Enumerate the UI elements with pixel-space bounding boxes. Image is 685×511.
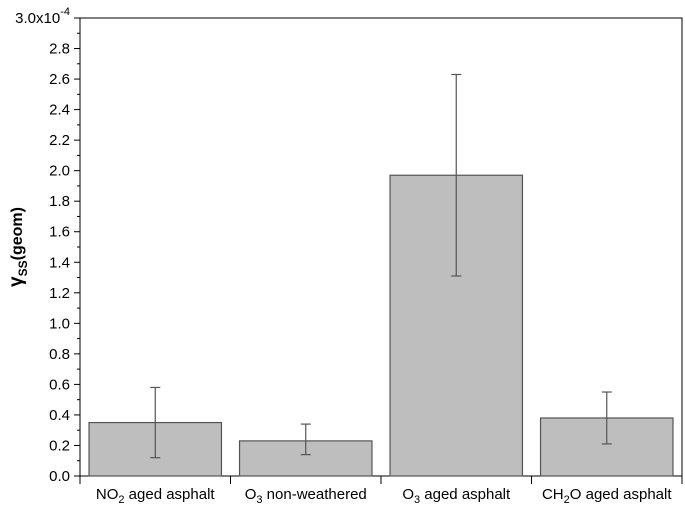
y-label-subscript: SS: [16, 260, 30, 276]
y-axis: 0.0 0.2 0.4 0.6 0.8 1.0 1.2 1.4 1.6 1.8 2.0 2.2 2.4 2…: [15, 6, 80, 485]
x-tick-label-subscript: 2: [118, 494, 124, 506]
y-tick-label: 0.8: [49, 346, 70, 363]
y-tick-label: 1.0: [49, 315, 70, 332]
x-tick-label: NO2 aged asphalt: [96, 486, 216, 506]
x-tick-label: O3 aged asphalt: [402, 486, 511, 506]
x-tick-label-part: aged asphalt: [125, 486, 216, 503]
x-tick-label-part: NO: [96, 486, 119, 503]
x-tick-label: O3 non-weathered: [245, 486, 367, 506]
x-tick-label-subscript: 3: [414, 494, 420, 506]
y-tick-label: 1.2: [49, 285, 70, 302]
x-tick-label-part: aged asphalt: [420, 486, 511, 503]
y-tick-top-exponent: -4: [60, 6, 70, 18]
y-tick-top-base: 3.0x10: [15, 10, 60, 27]
x-axis: NO2 aged asphalt O3 non-weathered O3 aged …: [79, 476, 683, 506]
y-tick-label: 0.6: [49, 376, 70, 393]
y-label-symbol: γ: [6, 276, 27, 287]
y-label-suffix: (geom): [9, 207, 26, 260]
x-tick-label-part: O: [402, 486, 414, 503]
plot-frame: [79, 17, 683, 477]
y-tick-label: 2.2: [49, 132, 70, 149]
y-tick-label: 0.0: [49, 468, 70, 485]
x-tick-label-part: O aged asphalt: [570, 486, 673, 503]
y-tick-label: 2.8: [49, 41, 70, 58]
y-tick-label: 1.4: [49, 254, 70, 271]
y-tick-label: 0.4: [49, 407, 70, 424]
y-tick-label: 2.6: [49, 71, 70, 88]
x-tick-label-part: non-weathered: [263, 486, 367, 503]
y-tick-label: 2.0: [49, 163, 70, 180]
x-tick-label-subscript: 3: [256, 494, 262, 506]
y-tick-label: 1.6: [49, 224, 70, 241]
y-axis-label: γSS(geom): [6, 207, 30, 287]
bars: [88, 174, 674, 477]
x-tick-label-part: O: [245, 486, 257, 503]
error-bars: [150, 73, 612, 459]
y-tick-label: 2.4: [49, 102, 70, 119]
x-tick-label: CH2O aged asphalt: [542, 486, 672, 506]
y-tick-label: 1.8: [49, 193, 70, 210]
y-tick-label-top: 3.0x10-4: [15, 6, 70, 27]
x-tick-label-subscript: 2: [564, 494, 570, 506]
y-tick-label: 0.2: [49, 437, 70, 454]
x-tick-label-part: CH: [542, 486, 564, 503]
